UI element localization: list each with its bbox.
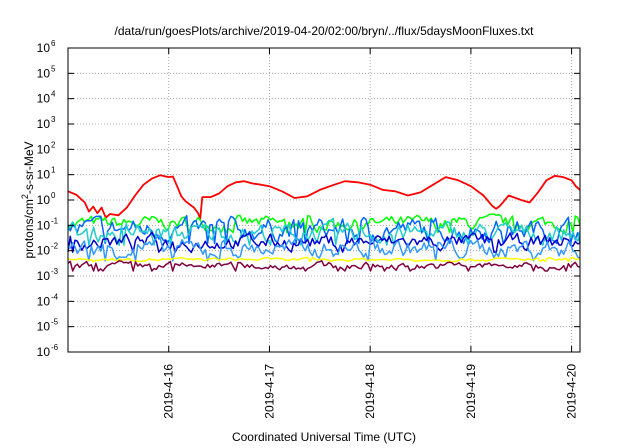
y-tick-label: 10	[37, 66, 51, 80]
x-axis-title: Coordinated Universal Time (UTC)	[232, 430, 416, 444]
y-tick-label: 10	[37, 193, 51, 207]
y-tick-exponent: -6	[51, 343, 59, 352]
y-tick-label: 10	[37, 345, 51, 359]
y-axis-title: protons/cm2-s-sr-MeV	[20, 141, 36, 258]
x-tick-label: 2019-4-16	[162, 364, 176, 419]
y-tick-exponent: 5	[51, 64, 56, 73]
series-line-6	[67, 234, 581, 262]
y-tick-label: 10	[37, 142, 51, 156]
y-tick-exponent: 2	[51, 140, 56, 149]
series-line-7	[67, 256, 581, 263]
x-tick-label: 2019-4-20	[565, 364, 579, 419]
y-tick-label: 10	[37, 117, 51, 131]
y-tick-label: 10	[37, 92, 51, 106]
series-line-3	[67, 214, 581, 245]
x-tick-label: 2019-4-19	[464, 364, 478, 419]
y-axis: 10 -610 -510 -410 -310 -210 -110 010 110 210 310 41…	[37, 39, 580, 359]
y-tick-label: 10	[37, 269, 51, 283]
series-line-5	[67, 231, 581, 254]
y-tick-label: 10	[37, 168, 51, 182]
y-tick-exponent: 1	[51, 166, 56, 175]
y-tick-exponent: -3	[51, 267, 59, 276]
y-tick-exponent: -5	[51, 318, 59, 327]
y-tick-exponent: 0	[51, 191, 56, 200]
grid-lines	[68, 48, 580, 352]
y-tick-exponent: -2	[51, 242, 59, 251]
y-tick-exponent: -4	[51, 292, 59, 301]
y-tick-label: 10	[37, 244, 51, 258]
y-tick-label: 10	[37, 320, 51, 334]
y-axis-title-sup: 2	[20, 194, 30, 199]
y-tick-exponent: -1	[51, 216, 59, 225]
x-tick-label: 2019-4-17	[262, 364, 276, 419]
y-tick-label: 10	[37, 41, 51, 55]
data-series	[67, 174, 581, 272]
x-tick-label: 2019-4-18	[363, 364, 377, 419]
y-tick-exponent: 3	[51, 115, 56, 124]
y-tick-exponent: 4	[51, 90, 56, 99]
chart-title: /data/run/goesPlots/archive/2019-04-20/0…	[115, 24, 535, 38]
series-line-1	[67, 174, 581, 220]
y-tick-exponent: 6	[51, 39, 56, 48]
y-tick-label: 10	[37, 294, 51, 308]
x-axis: 2019-4-16 2019-4-17 2019-4-18 2019-4-19 2019…	[162, 48, 579, 419]
series-line-8	[67, 260, 581, 272]
y-tick-label: 10	[37, 218, 51, 232]
y-axis-title-pre: protons/cm	[22, 199, 36, 258]
y-axis-title-post: -s-sr-MeV	[22, 141, 36, 194]
